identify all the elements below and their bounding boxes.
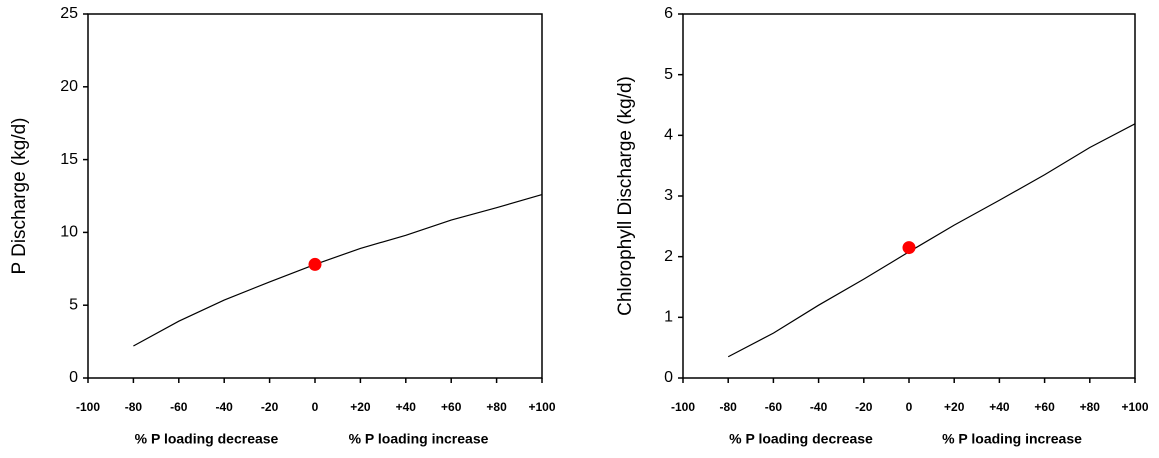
x-tick-label: +80: [1080, 400, 1101, 414]
y-tick-label: 2: [664, 248, 673, 265]
y-tick-label: 1: [664, 309, 673, 326]
x-tick-label: -40: [810, 400, 828, 414]
y-axis-label: Chlorophyll Discharge (kg/d): [615, 76, 636, 316]
y-tick-label: 3: [664, 187, 673, 204]
y-axis-label: P Discharge (kg/d): [9, 118, 30, 275]
x-tick-label: -100: [76, 400, 100, 414]
x-axis-label: % P loading increase: [349, 431, 489, 447]
x-tick-label: +20: [350, 400, 371, 414]
plot-frame: [87, 13, 543, 379]
y-tick-label: 4: [664, 127, 673, 144]
x-axis-label: % P loading decrease: [135, 431, 279, 447]
y-tick-label: 0: [69, 369, 78, 386]
x-tick-label: -100: [671, 400, 695, 414]
x-tick-label: +60: [441, 400, 462, 414]
x-tick-label: -20: [855, 400, 873, 414]
y-tick-label: 6: [664, 5, 673, 22]
highlight-point: [308, 257, 322, 271]
x-tick-label: +100: [528, 400, 555, 414]
plot-frame: [682, 13, 1136, 379]
y-tick-label: 10: [60, 224, 78, 241]
x-tick-label: -60: [170, 400, 188, 414]
x-tick-label: +80: [486, 400, 507, 414]
x-tick-label: -80: [125, 400, 143, 414]
data-line: [133, 193, 543, 347]
y-tick-label: 25: [60, 5, 78, 22]
y-tick-label: 15: [60, 151, 78, 168]
y-tick-label: 5: [69, 296, 78, 313]
highlight-point: [902, 241, 916, 255]
x-tick-label: -40: [216, 400, 234, 414]
x-tick-label: +100: [1121, 400, 1148, 414]
y-tick-label: 0: [664, 369, 673, 386]
x-tick-label: 0: [906, 400, 913, 414]
x-tick-label: +40: [989, 400, 1010, 414]
x-tick-label: -20: [261, 400, 279, 414]
x-tick-label: +40: [396, 400, 417, 414]
x-tick-label: 0: [312, 400, 319, 414]
y-tick-label: 20: [60, 78, 78, 95]
y-tick-label: 5: [664, 66, 673, 83]
x-tick-label: -80: [720, 400, 738, 414]
x-tick-label: +60: [1034, 400, 1055, 414]
x-tick-label: +20: [944, 400, 965, 414]
x-axis-label: % P loading decrease: [729, 431, 873, 447]
x-axis-label: % P loading increase: [942, 431, 1082, 447]
data-line: [727, 123, 1136, 358]
x-tick-label: -60: [765, 400, 783, 414]
